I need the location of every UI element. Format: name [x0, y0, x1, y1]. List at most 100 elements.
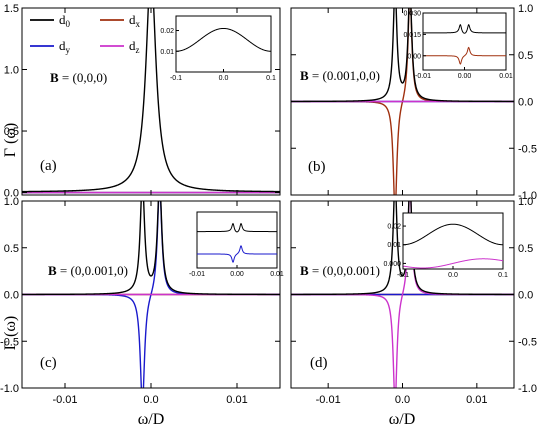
panel-b: -1.0 -0.5 0.0 0.5 1.0 (b) B = (0.001,0,0) -0.01…: [290, 3, 537, 202]
y-tick-label: 0.0: [518, 290, 533, 302]
inset-x-tick-label: -0.01: [415, 73, 431, 80]
inset-series-d0: [176, 27, 271, 52]
x-axis-title-right: ω/D: [389, 411, 416, 428]
y-tick-label: 0.0: [4, 290, 19, 302]
panel-c: -0.01 0.0 0.01 -1.0 -0.5 0.0 0.5 1.0 (c) B = (0,0…: [0, 196, 284, 406]
inset-series-dy: [197, 245, 277, 263]
y-tick-label: 1.0: [518, 3, 533, 15]
inset-x-tick-label: 0.01: [499, 73, 513, 80]
y-tick-label: -1.0: [0, 383, 19, 395]
inset-b: -0.01 0.00 0.01 0.00 0.015 0.030: [403, 11, 512, 81]
field-label: B = (0,0,0): [50, 70, 107, 85]
y-tick-label: -1.0: [518, 190, 537, 202]
y-tick-label: 1.0: [518, 196, 533, 208]
inset-x-tick-label: 0.00: [458, 73, 472, 80]
legend-label-sub: z: [136, 45, 140, 55]
y-tick-label: 0.5: [518, 50, 533, 62]
panel-label: (b): [308, 159, 326, 175]
y-tick-label: 1.0: [4, 65, 19, 77]
inset-series-dx: [423, 46, 506, 65]
inset-series-dz: [403, 258, 503, 269]
inset-y-tick-label: 0.030: [403, 11, 421, 18]
inset-x-tick-label: 0.0: [448, 272, 458, 279]
inset-x-tick-label: 0.0: [219, 75, 229, 82]
inset-x-tick-label: 0.1: [266, 75, 276, 82]
legend-label: dx: [129, 12, 141, 29]
y-tick-label: 0.5: [518, 243, 533, 255]
inset-y-tick-label: 0.02: [387, 224, 401, 231]
inset-a: -0.1 0.0 0.1 0.01 0.02: [160, 15, 276, 82]
field-label: B = (0.001,0,0): [300, 68, 380, 83]
y-tick-label: -1.0: [518, 383, 537, 395]
x-tick-label: 0.0: [395, 394, 410, 406]
field-symbol: B: [300, 68, 309, 83]
legend-label-base: d: [129, 12, 136, 27]
field-value: = (0.001,0,0): [309, 68, 380, 83]
series-d0-line: [291, 201, 514, 296]
inset-x-tick-label: -0.1: [397, 272, 409, 279]
legend-label-base: d: [129, 38, 136, 53]
y-tick-label: -0.5: [0, 336, 19, 348]
inset-frame: [422, 12, 507, 71]
inset-frame: [402, 212, 504, 270]
y-tick-label: 0.5: [4, 126, 19, 138]
field-value: = (0,0,0): [59, 70, 108, 85]
x-tick-label: -0.01: [52, 394, 77, 406]
legend-label: dz: [129, 38, 140, 55]
x-axis-title-left: ω/D: [138, 411, 165, 428]
legend-item-dy: dy: [30, 38, 71, 55]
inset-y-tick-label: 0.00: [407, 53, 421, 60]
series-d0-line: [291, 8, 514, 103]
inset-y-tick-label: 0.02: [160, 28, 174, 35]
panel-label: (d): [310, 355, 328, 371]
inset-x-tick-label: 0.00: [230, 271, 244, 278]
x-tick-label: 0.01: [226, 394, 247, 406]
field-symbol: B: [48, 263, 57, 278]
inset-y-tick-label: 0.000: [383, 261, 401, 268]
panel-label: (a): [40, 158, 57, 174]
legend-item-dz: dz: [100, 38, 140, 55]
inset-d: -0.1 0.0 0.1 0.000 0.01 0.02: [383, 212, 508, 279]
x-tick-label: 0.01: [466, 394, 487, 406]
field-value: = (0,0,0.001): [309, 263, 380, 278]
inset-x-tick-label: 0.01: [270, 271, 284, 278]
field-label: B = (0,0,0.001): [300, 263, 380, 278]
panel-d: -0.01 0.0 0.01 -1.0 -0.5 0.0 0.5 1.0 (d) B = (0,0…: [290, 196, 537, 406]
field-value: = (0,0.001,0): [57, 263, 128, 278]
y-tick-label: 1.0: [4, 196, 19, 208]
panel-label: (c): [40, 355, 57, 371]
y-tick-label: 1.5: [4, 3, 19, 15]
legend-label-sub: x: [136, 19, 141, 29]
field-symbol: B: [50, 70, 59, 85]
legend-label-base: d: [59, 12, 66, 27]
x-tick-label: -0.01: [316, 394, 341, 406]
legend-item-dx: dx: [100, 12, 141, 29]
x-tick-label: 0.0: [143, 394, 158, 406]
inset-c: -0.01 0.00 0.01: [189, 211, 284, 278]
inset-frame: [175, 15, 272, 73]
y-tick-label: -0.5: [518, 143, 537, 155]
inset-y-tick-label: 0.01: [160, 49, 174, 56]
inset-frame: [196, 211, 278, 269]
field-label: B = (0,0.001,0): [48, 263, 128, 278]
inset-series-d0: [197, 222, 277, 233]
inset-x-tick-label: -0.1: [170, 75, 182, 82]
legend-label-base: d: [59, 38, 66, 53]
y-axis-title-top: Γ (ω): [2, 123, 19, 157]
legend-label: d0: [59, 12, 71, 29]
legend-label-sub: 0: [66, 19, 71, 29]
y-tick-label: 0.0: [518, 97, 533, 109]
y-tick-label: 0.0: [4, 188, 19, 200]
y-tick-label: -0.5: [518, 336, 537, 348]
series-d0-line: [22, 201, 280, 296]
legend-label-sub: y: [66, 45, 71, 55]
y-axis-title-bottom: Γ (ω): [2, 316, 19, 350]
y-tick-label: 0.5: [4, 243, 19, 255]
inset-series-d0: [403, 223, 503, 246]
legend-label: dy: [59, 38, 71, 55]
inset-x-tick-label: 0.1: [498, 272, 508, 279]
panel-a: 0.0 0.5 1.0 1.5 (a) B = (0,0,0) -0.1 0.0 0.1 0.01…: [4, 3, 281, 200]
field-symbol: B: [300, 263, 309, 278]
